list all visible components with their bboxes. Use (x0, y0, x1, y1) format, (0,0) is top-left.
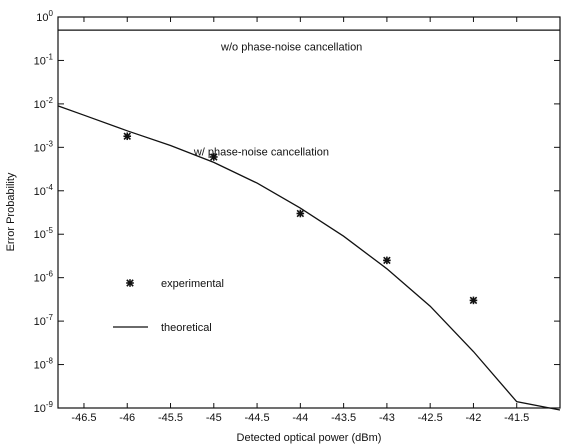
annotation-label: w/o phase-noise cancellation (220, 41, 362, 53)
y-tick-label: 10-1 (34, 52, 54, 67)
y-axis-label: Error Probability (5, 172, 17, 251)
y-tick-label: 10-7 (34, 313, 54, 328)
y-tick-label: 10-8 (34, 357, 54, 372)
x-tick-label: -45 (206, 412, 222, 424)
x-tick-label: -44.5 (245, 412, 270, 424)
y-tick-label: 10-3 (34, 139, 54, 154)
annotation-label: w/ phase-noise cancellation (193, 146, 329, 158)
data-point-experimental (209, 153, 218, 161)
y-tick-label: 10-2 (34, 96, 54, 111)
x-tick-label: -41.5 (504, 412, 529, 424)
x-tick-label: -46.5 (71, 412, 96, 424)
data-point-experimental (469, 296, 478, 305)
y-tick-label: 10-4 (34, 183, 54, 198)
y-tick-label: 100 (36, 9, 53, 24)
legend-item-theoretical: theoretical (113, 322, 212, 334)
data-point-experimental (296, 209, 305, 218)
x-axis-label: Detected optical power (dBm) (237, 432, 382, 444)
x-tick-label: -45.5 (158, 412, 183, 424)
legend-label-experimental: experimental (161, 278, 224, 290)
legend-label-theoretical: theoretical (161, 322, 212, 334)
x-tick-label: -42 (465, 412, 481, 424)
x-axis-ticks: -46.5 -46 -45.5 -45 -44.5 -44 -43.5 -43 -42.5 -42… (71, 17, 529, 424)
x-tick-label: -43.5 (331, 412, 356, 424)
x-tick-label: -43 (379, 412, 395, 424)
y-tick-label: 10-6 (34, 270, 54, 285)
y-tick-label: 10-5 (34, 226, 54, 241)
plot-frame (57, 16, 561, 409)
series-line-theoretical (57, 105, 561, 411)
annotations: w/o phase-noise cancellation w/ phase-noi… (193, 41, 362, 158)
legend: experimental theoretical (113, 278, 224, 334)
data-point-experimental (383, 256, 391, 265)
x-tick-label: -42.5 (418, 412, 443, 424)
x-tick-label: -44 (292, 412, 308, 424)
y-tick-label: 10-9 (34, 400, 54, 415)
x-tick-label: -46 (119, 412, 135, 424)
legend-star (126, 279, 134, 287)
legend-item-experimental: experimental (126, 278, 224, 290)
data-point-experimental (123, 132, 132, 141)
legend-marker-star (126, 279, 134, 287)
series-layer (57, 29, 561, 411)
